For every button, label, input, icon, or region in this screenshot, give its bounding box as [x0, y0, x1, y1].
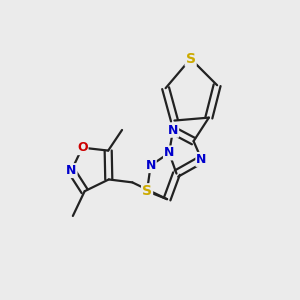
Text: N: N: [196, 153, 207, 166]
Text: S: S: [142, 184, 152, 198]
Text: N: N: [146, 159, 156, 172]
Text: N: N: [168, 124, 178, 137]
Text: S: S: [186, 52, 196, 66]
Text: N: N: [164, 146, 174, 159]
Text: N: N: [66, 164, 76, 177]
Text: O: O: [77, 141, 88, 154]
